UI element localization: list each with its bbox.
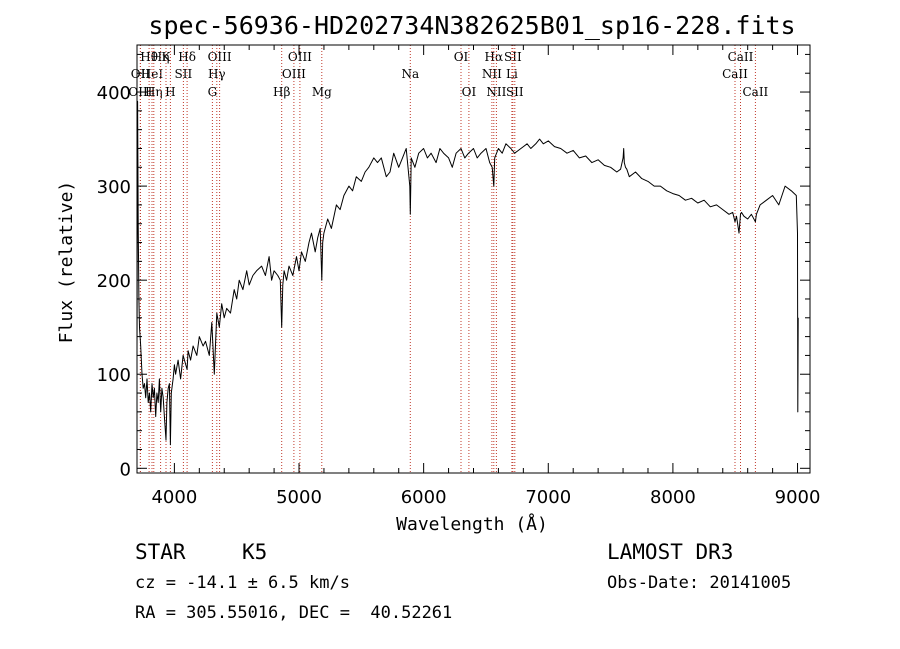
line-label-caii: CaII [722,67,748,81]
line-label-hβ: Hβ [273,85,290,99]
line-label-hη: Hη [152,50,170,64]
line-label-nii: NII [486,85,506,99]
chart-title: spec-56936-HD202734N382625B01_sp16-228.f… [148,11,795,40]
y-tick-label: 200 [97,271,131,292]
line-label-mg: Mg [312,85,332,99]
y-tick-label: 300 [97,177,131,198]
series-spectrum [136,100,799,446]
line-label-oiii: OIII [282,67,306,81]
x-tick-label: 7000 [525,487,571,508]
line-label-hα: Hα [485,50,504,64]
object-class: STAR [135,540,186,564]
axis-ticks: 4000 5000 6000 7000 8000 9000 0 100 200 300 400 [97,45,821,508]
plot-frame [136,44,811,474]
survey-name: LAMOST DR3 [607,540,734,564]
x-tick-label: 4000 [151,487,197,508]
x-axis-label: Wavelength (Å) [396,513,548,535]
x-tick-label: 8000 [650,487,696,508]
line-label-caii: CaII [728,50,754,64]
line-label-sii: SII [504,50,522,64]
line-label-hγ: Hγ [208,67,226,81]
observation-date: Obs-Date: 20141005 [607,573,792,593]
line-label-g: G [208,85,218,99]
line-label-k: K [162,50,172,64]
line-label-sii: SII [175,67,193,81]
x-tick-label: 6000 [401,487,447,508]
spectrum-chart: spec-56936-HD202734N382625B01_sp16-228.f… [56,11,821,535]
line-label-hei: HeI [141,67,164,81]
line-label-oi: OI [454,50,469,64]
y-tick-label: 0 [120,459,131,480]
line-label-oi: OI [462,85,477,99]
x-tick-label: 5000 [276,487,322,508]
line-label-oiii: OIII [288,50,312,64]
y-tick-label: 400 [97,83,131,104]
line-label-hδ: Hδ [178,50,196,64]
line-label-hη: Hη [145,85,163,99]
line-label-oii: OII [131,67,151,81]
coordinates: RA = 305.55016, DEC = 40.52261 [135,603,453,623]
line-label-na: Na [401,67,419,81]
y-axis-label: Flux (relative) [56,181,77,344]
line-label-nii: NII [482,67,502,81]
redshift-value: cz = -14.1 ± 6.5 km/s [135,573,350,593]
spectrum-series [136,100,799,446]
line-label-sii: SII [506,85,524,99]
object-subclass: K5 [242,540,268,564]
x-tick-label: 9000 [775,487,821,508]
line-label-li: Li [506,67,518,81]
y-tick-label: 100 [97,365,131,386]
line-label-oiii: OIII [208,50,232,64]
line-label-caii: CaII [742,85,768,99]
line-label-h: H [165,85,175,99]
